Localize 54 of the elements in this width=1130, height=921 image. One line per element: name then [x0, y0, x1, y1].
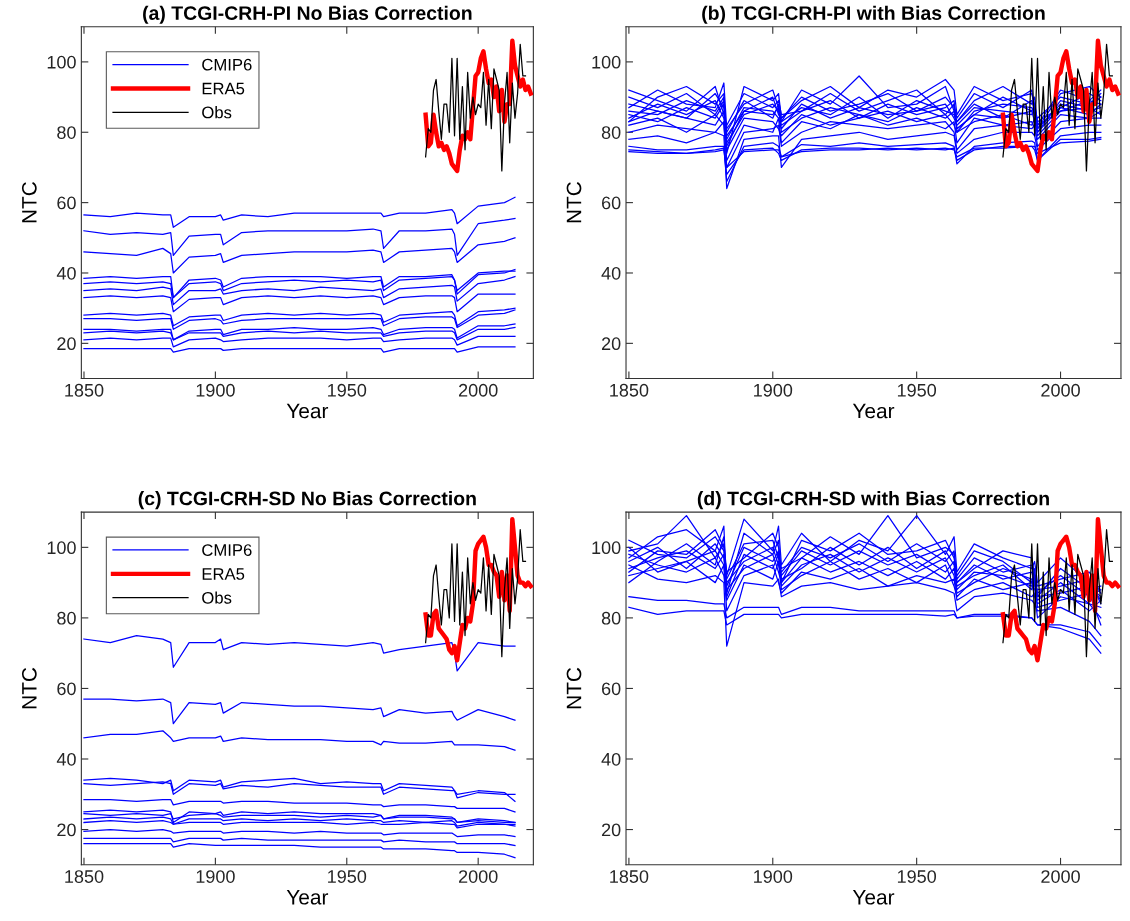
legend-label: Obs [202, 106, 232, 119]
y-tick-label: 60 [57, 196, 76, 210]
x-tick-label: 2000 [1041, 870, 1080, 883]
y-axis-title: NTC [21, 667, 37, 709]
x-axis-title: Year [286, 890, 329, 905]
y-tick-label: 20 [601, 823, 621, 837]
y-tick-label: 100 [592, 55, 621, 69]
x-tick-label: 2000 [459, 383, 498, 397]
y-tick-label: 20 [57, 337, 76, 351]
x-tick-label: 1850 [610, 870, 649, 883]
y-tick-label: 40 [56, 752, 76, 766]
y-tick-label: 20 [57, 823, 76, 837]
x-tick-label: 1900 [196, 383, 235, 397]
x-tick-label: 1850 [610, 383, 649, 397]
chart-title: (c) TCGI-CRH-SD No Bias Correction [138, 491, 476, 510]
x-tick-label: 1850 [65, 870, 104, 883]
y-axis-title: NTC [566, 182, 582, 223]
y-tick-label: 100 [592, 541, 621, 555]
y-tick-label: 80 [601, 126, 621, 139]
y-tick-label: 40 [601, 752, 621, 766]
y-tick-label: 60 [601, 196, 621, 210]
x-axis-title: Year [852, 403, 895, 419]
y-tick-label: 60 [601, 682, 621, 696]
y-axis-title: NTC [21, 182, 37, 223]
y-tick-label: 60 [57, 682, 76, 696]
y-tick-label: 20 [601, 337, 621, 351]
y-tick-label: 100 [47, 55, 76, 69]
y-tick-label: 80 [57, 126, 76, 139]
x-tick-label: 1950 [328, 870, 367, 883]
y-axis-title: NTC [566, 667, 582, 709]
chart-title: (d) TCGI-CRH-SD with Bias Correction [697, 491, 1049, 510]
y-tick-label: 40 [601, 266, 621, 280]
y-tick-label: 40 [56, 266, 76, 280]
x-tick-label: 1950 [328, 383, 367, 397]
x-tick-label: 1900 [754, 383, 793, 397]
legend-label: CMIP6 [202, 58, 252, 71]
legend-label: Obs [202, 591, 232, 604]
x-axis-title: Year [286, 403, 329, 419]
legend-label: ERA5 [202, 568, 245, 580]
x-tick-label: 1950 [897, 383, 937, 397]
x-tick-label: 1850 [65, 383, 104, 397]
x-tick-label: 1900 [196, 870, 235, 883]
x-axis-title: Year [852, 890, 895, 905]
x-tick-label: 2000 [1041, 383, 1080, 397]
x-tick-label: 1900 [754, 870, 793, 883]
y-tick-label: 80 [601, 611, 621, 625]
legend-label: CMIP6 [202, 544, 252, 556]
x-tick-label: 1950 [897, 870, 937, 883]
y-tick-label: 100 [47, 541, 76, 555]
chart-title: (a) TCGI-CRH-PI No Bias Correction [143, 5, 472, 24]
chart-title: (b) TCGI-CRH-PI with Bias Correction [702, 5, 1045, 24]
legend-label: ERA5 [202, 82, 245, 95]
y-tick-label: 80 [57, 611, 76, 625]
x-tick-label: 2000 [459, 870, 498, 883]
